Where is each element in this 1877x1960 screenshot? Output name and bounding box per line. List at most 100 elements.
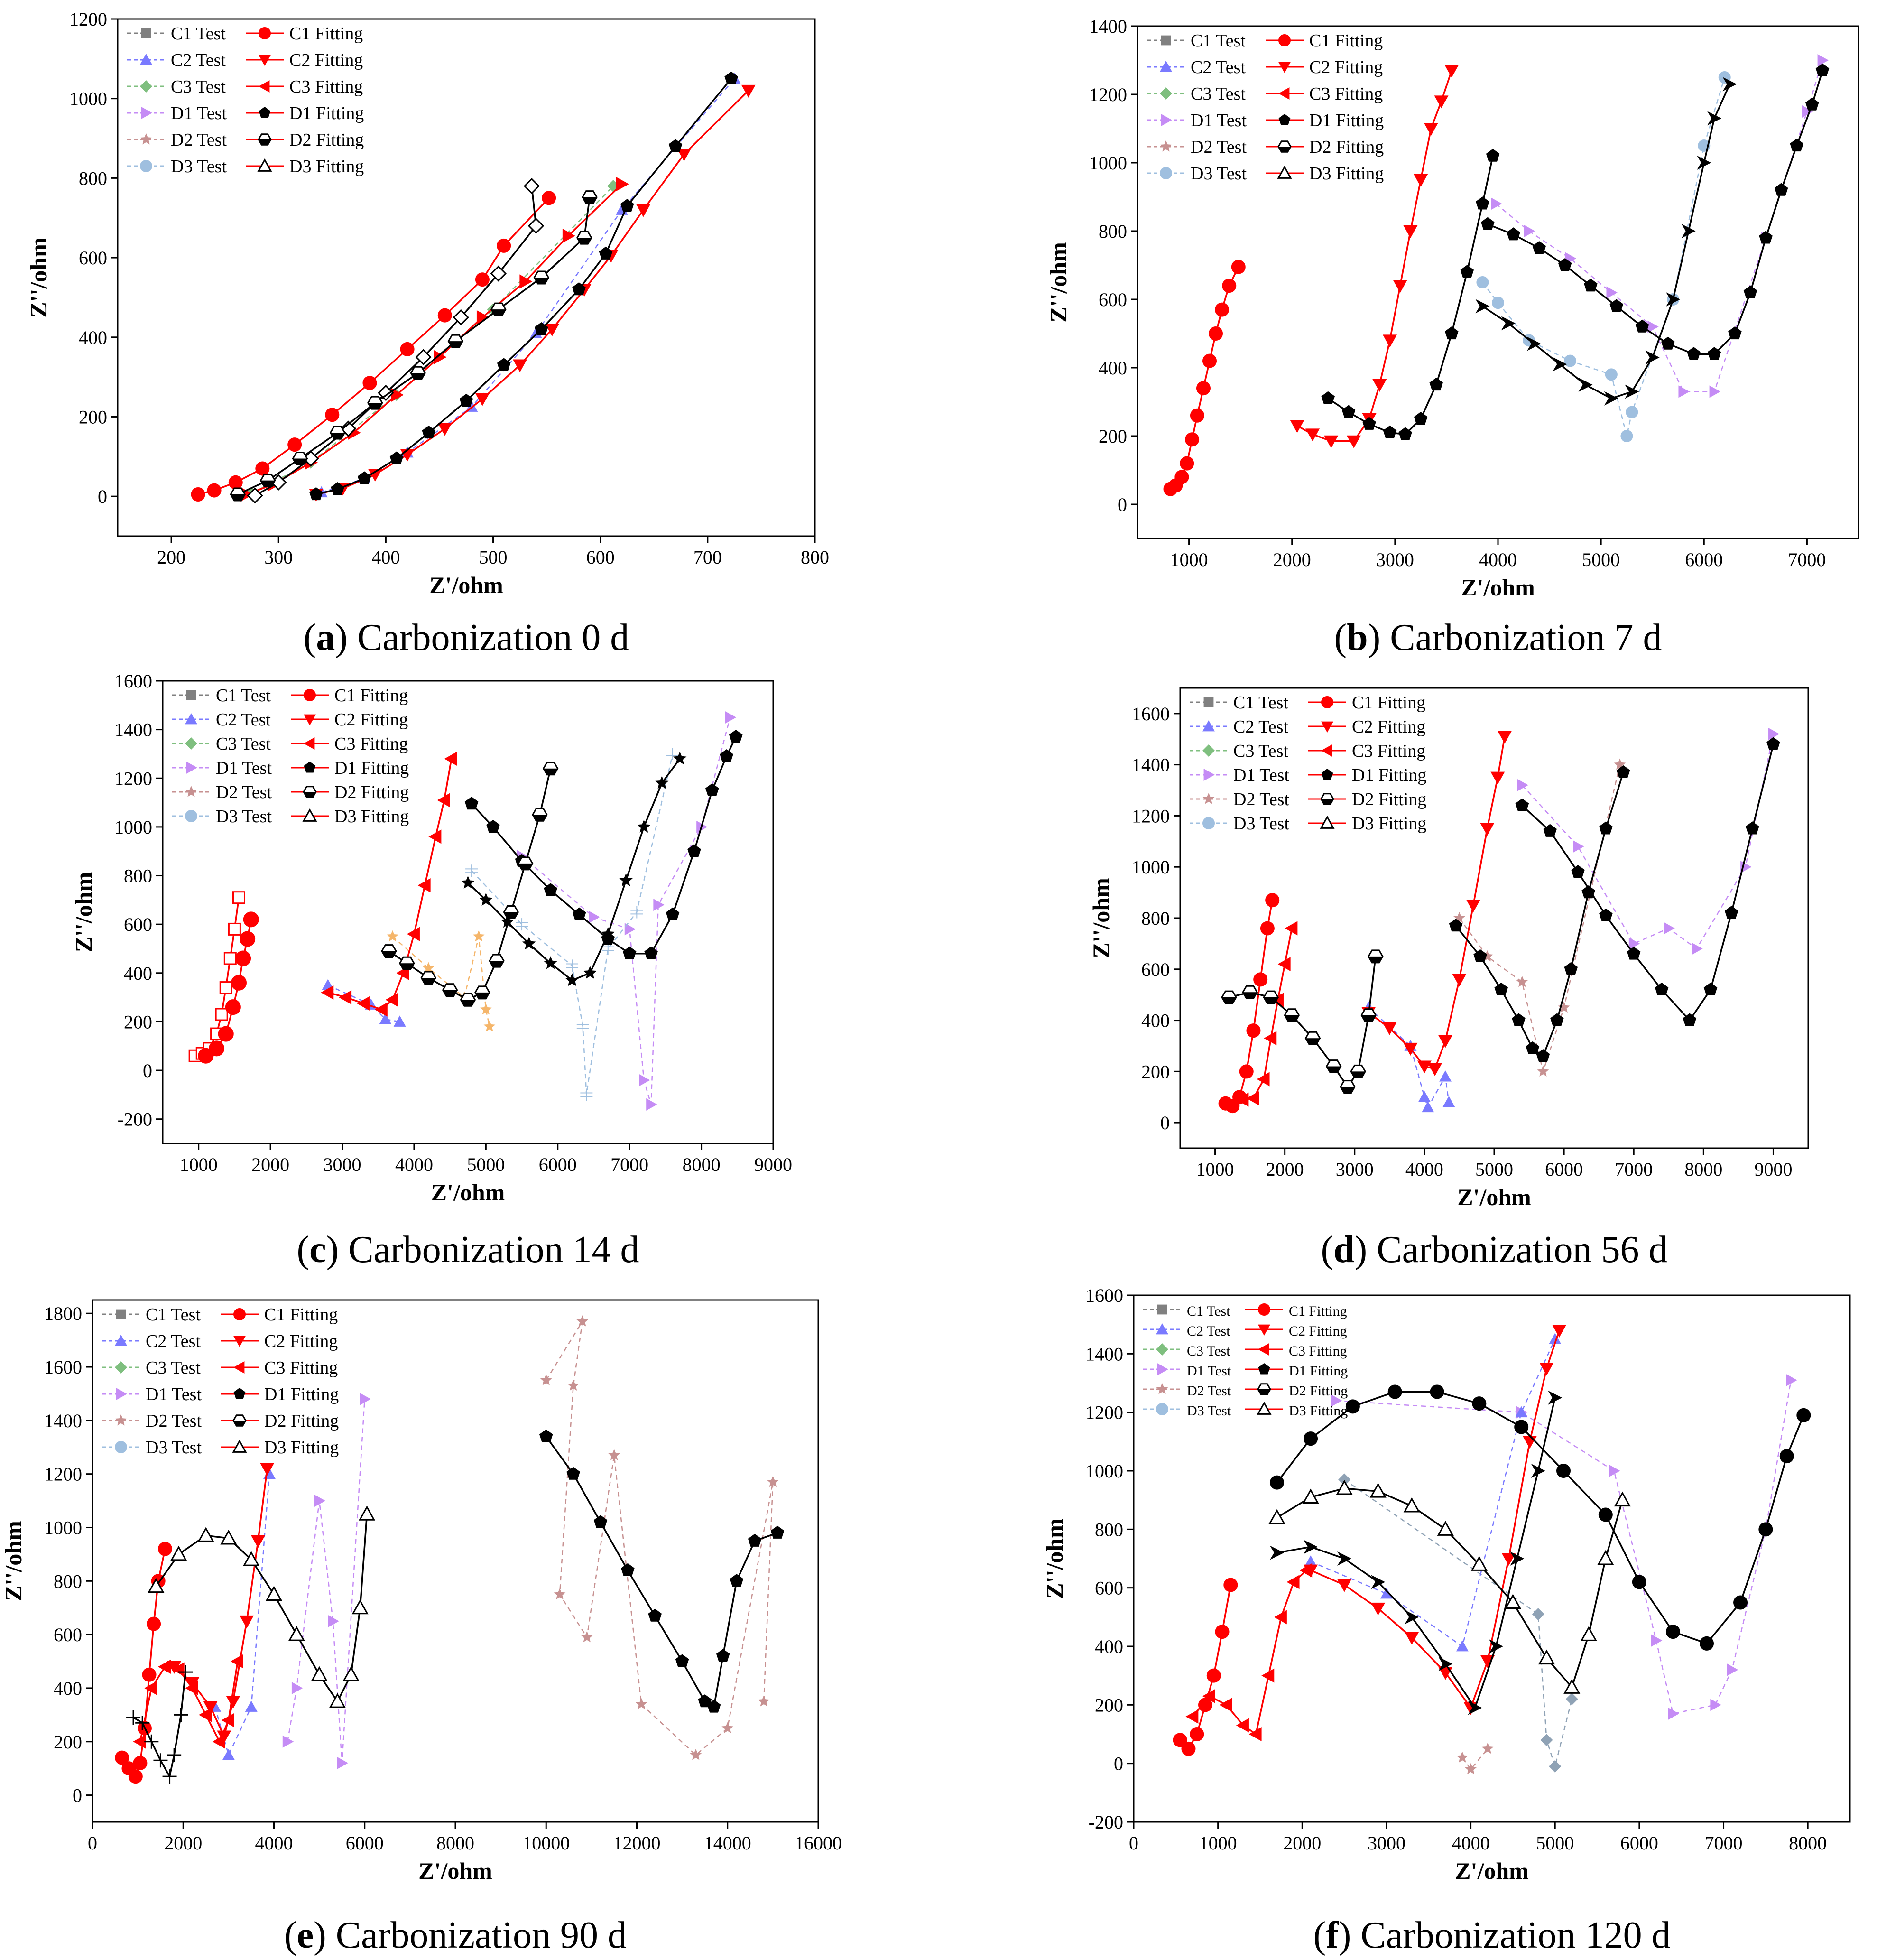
panel-caption: (e) Carbonization 90 d bbox=[284, 1914, 627, 1956]
x-tick-label: 2000 bbox=[1283, 1832, 1321, 1854]
data-point bbox=[1304, 1564, 1318, 1578]
data-point bbox=[1774, 183, 1788, 196]
data-point-fill bbox=[534, 278, 549, 284]
data-point bbox=[128, 1769, 143, 1784]
caption-open-paren: ( bbox=[1321, 1229, 1334, 1271]
series-d1-fitting bbox=[1270, 1384, 1811, 1651]
data-point bbox=[687, 844, 701, 857]
legend-label: D2 Test bbox=[1191, 137, 1247, 157]
data-point bbox=[1403, 1497, 1420, 1513]
data-point bbox=[1274, 1610, 1287, 1625]
data-point bbox=[1759, 231, 1773, 244]
y-axis-label: Z''/ohm bbox=[1041, 1518, 1068, 1598]
y-tick-label: 0 bbox=[1160, 1112, 1170, 1133]
series-d1-fitting bbox=[1481, 63, 1830, 360]
legend-marker bbox=[1202, 817, 1215, 829]
legend-entry: C2 Test bbox=[172, 710, 271, 730]
series-line bbox=[1461, 1748, 1489, 1771]
y-axis-label: Z''/ohm bbox=[25, 237, 52, 317]
legend-marker bbox=[1161, 114, 1172, 126]
caption-close-paren: ) bbox=[1368, 617, 1390, 659]
y-tick-label: 1200 bbox=[1085, 1402, 1123, 1423]
data-point bbox=[360, 1393, 371, 1405]
data-point bbox=[434, 350, 447, 364]
panel-e: 0 2000 4000 6000 8000 10000 12000 14000 16000 0 20… bbox=[0, 1299, 842, 1956]
legend-marker-fill bbox=[1278, 147, 1291, 152]
y-axis-label: Z''/ohm bbox=[0, 1521, 27, 1601]
data-point-fill bbox=[1264, 997, 1278, 1004]
series-c3-fitting bbox=[1236, 921, 1298, 1107]
data-point bbox=[1383, 334, 1397, 348]
data-point bbox=[720, 749, 733, 762]
data-point bbox=[1665, 1625, 1680, 1639]
data-point bbox=[1438, 1657, 1453, 1671]
data-point bbox=[1371, 1602, 1386, 1616]
data-point bbox=[1246, 1091, 1259, 1105]
legend-entry: D3 Test bbox=[102, 1438, 202, 1458]
series-c2-fitting bbox=[309, 84, 756, 502]
data-point bbox=[291, 1681, 303, 1694]
data-point bbox=[741, 84, 756, 98]
data-point bbox=[203, 1701, 218, 1714]
data-point bbox=[226, 1696, 240, 1709]
data-point bbox=[637, 819, 651, 833]
data-point bbox=[479, 892, 493, 906]
data-point bbox=[1341, 405, 1356, 418]
data-point bbox=[1198, 1698, 1212, 1712]
legend-entry: C3 Test bbox=[127, 77, 226, 97]
y-tick-label: 1200 bbox=[114, 768, 152, 789]
data-point bbox=[379, 1013, 392, 1024]
x-tick-label: 7000 bbox=[1788, 549, 1826, 570]
caption-text: Carbonization 0 d bbox=[357, 617, 629, 659]
data-point bbox=[716, 1649, 730, 1662]
legend-label: C2 Test bbox=[1187, 1323, 1230, 1339]
data-point bbox=[1564, 354, 1576, 367]
legend-marker bbox=[1321, 721, 1333, 733]
data-point bbox=[1599, 908, 1613, 921]
legend-label: C3 Fitting bbox=[264, 1358, 338, 1378]
caption-text: Carbonization 7 d bbox=[1390, 617, 1662, 659]
legend-label: D2 Test bbox=[216, 782, 272, 802]
legend-entry: D2 Test bbox=[1147, 137, 1247, 157]
data-point bbox=[1609, 1465, 1620, 1477]
series-d3-fitting bbox=[230, 190, 598, 502]
series-line bbox=[1487, 70, 1823, 355]
data-point bbox=[646, 1098, 657, 1111]
data-point bbox=[1606, 286, 1618, 299]
data-point bbox=[1383, 425, 1397, 438]
legend-label: C2 Fitting bbox=[289, 50, 363, 70]
legend-label: D3 Fitting bbox=[1309, 164, 1384, 184]
data-point bbox=[422, 426, 436, 439]
data-point bbox=[1481, 217, 1495, 230]
data-point bbox=[1430, 1384, 1444, 1399]
legend-entry: D1 Fitting bbox=[221, 1384, 339, 1404]
legend-label: C3 Fitting bbox=[1309, 84, 1383, 104]
data-point bbox=[566, 959, 579, 972]
series-d2-test bbox=[1453, 758, 1626, 1077]
legend-entry: D1 Test bbox=[1190, 765, 1289, 785]
caption-open-paren: ( bbox=[1313, 1914, 1326, 1956]
data-point bbox=[453, 309, 469, 325]
data-point bbox=[1805, 97, 1819, 111]
legend-marker bbox=[1160, 87, 1172, 100]
data-point bbox=[325, 408, 340, 422]
data-point bbox=[417, 878, 431, 893]
data-point bbox=[540, 1374, 552, 1385]
legend-entry: D3 Fitting bbox=[1308, 814, 1426, 834]
legend-marker bbox=[233, 1388, 246, 1399]
legend-entry: D1 Fitting bbox=[1245, 1363, 1348, 1379]
data-point bbox=[480, 1003, 492, 1015]
data-point bbox=[1481, 1742, 1494, 1754]
data-point bbox=[1666, 292, 1681, 307]
data-point bbox=[1626, 406, 1638, 418]
legend-entry: C2 Test bbox=[1190, 717, 1288, 737]
legend-label: C1 Fitting bbox=[334, 686, 408, 706]
data-point bbox=[1501, 316, 1516, 331]
x-tick-label: 9000 bbox=[1754, 1159, 1792, 1180]
data-point bbox=[1304, 1540, 1318, 1554]
x-tick-label: 14000 bbox=[704, 1832, 751, 1854]
data-point bbox=[215, 1008, 228, 1021]
y-tick-label: 1400 bbox=[1085, 1343, 1123, 1365]
y-tick-label: 1200 bbox=[69, 9, 107, 30]
caption-close-paren: ) bbox=[314, 1914, 336, 1956]
